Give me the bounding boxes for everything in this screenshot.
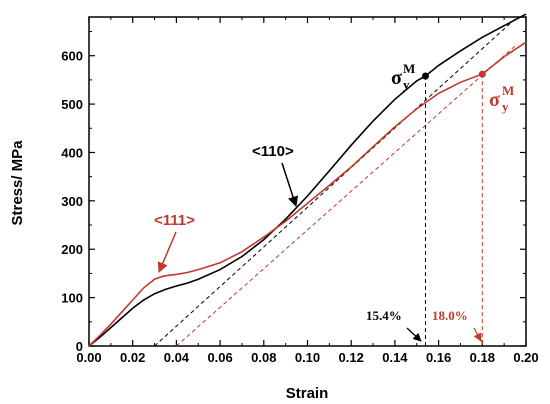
svg-text:σ: σ xyxy=(489,89,500,111)
y-axis-label: Stress/ MPa xyxy=(9,140,26,226)
offset-line-0 xyxy=(154,16,518,347)
arrow-154 xyxy=(406,327,422,342)
axis-tick-labels: 0.00 0.02 0.04 0.06 0.08 0.10 0.12 0.14 0.16 0.18… xyxy=(61,49,538,365)
series-line-110 xyxy=(88,13,527,347)
sigma-label-black: σ M y xyxy=(391,61,415,92)
svg-text:M: M xyxy=(502,83,514,98)
series-lines xyxy=(88,13,527,347)
strain-label-154: 15.4% xyxy=(366,308,402,323)
x-tick-label: 0.14 xyxy=(382,350,408,365)
y-tick-label: 0 xyxy=(76,339,83,354)
x-tick-label: 0.02 xyxy=(120,350,145,365)
svg-text:y: y xyxy=(502,99,509,114)
svg-text:σ: σ xyxy=(391,67,402,89)
svg-text:M: M xyxy=(403,61,415,76)
x-tick-label: 0.16 xyxy=(426,350,451,365)
y-tick-label: 600 xyxy=(61,49,83,64)
y-tick-label: 300 xyxy=(61,194,83,209)
x-tick-label: 0.04 xyxy=(164,350,190,365)
yield-points xyxy=(421,70,486,80)
sigma-label-red: σ M y xyxy=(489,83,514,114)
x-tick-label: 0.00 xyxy=(76,350,101,365)
yield-point-1 xyxy=(478,70,486,78)
x-tick-label: 0.12 xyxy=(339,350,364,365)
arrow-111 xyxy=(157,231,177,273)
x-tick-label: 0.18 xyxy=(470,350,495,365)
x-axis-label: Strain xyxy=(286,385,329,402)
y-tick-label: 100 xyxy=(61,291,83,306)
offset-lines xyxy=(154,16,518,347)
arrow-180 xyxy=(473,327,482,342)
x-tick-label: 0.10 xyxy=(295,350,320,365)
yield-point-0 xyxy=(421,72,429,80)
series-line-111 xyxy=(88,41,527,347)
offset-line-1 xyxy=(176,43,518,347)
arrow-110 xyxy=(281,162,299,207)
strain-label-180: 18.0% xyxy=(432,308,468,323)
y-tick-label: 200 xyxy=(61,242,83,257)
y-tick-label: 500 xyxy=(61,97,83,112)
y-tick-label: 400 xyxy=(61,145,83,160)
x-tick-label: 0.08 xyxy=(251,350,276,365)
x-tick-label: 0.20 xyxy=(513,350,538,365)
yield-guide-lines xyxy=(424,74,483,346)
plot-frame xyxy=(88,16,527,347)
x-tick-label: 0.06 xyxy=(207,350,232,365)
label-111: <111> xyxy=(154,212,195,229)
axis-ticks xyxy=(88,17,527,347)
label-110: <110> xyxy=(252,143,294,160)
svg-text:y: y xyxy=(403,77,410,92)
